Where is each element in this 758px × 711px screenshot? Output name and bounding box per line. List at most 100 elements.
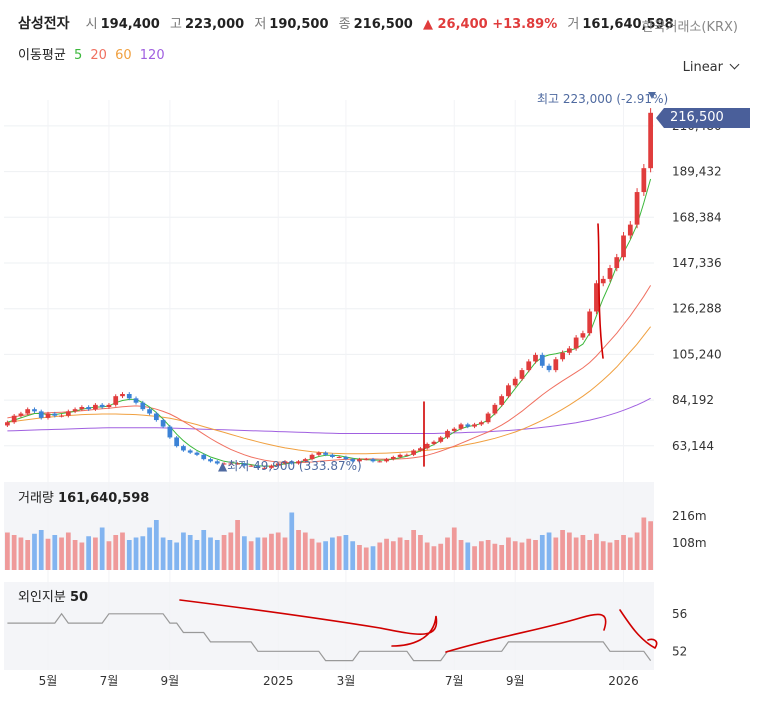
open-value: 194,400 xyxy=(100,17,160,32)
ma120-label[interactable]: 120 xyxy=(139,48,165,63)
volume-bar xyxy=(59,537,64,570)
volume-bar xyxy=(323,541,328,570)
volume-bar xyxy=(235,520,240,570)
volume-bar xyxy=(228,532,234,570)
volume-bar xyxy=(330,537,335,570)
volume-bar xyxy=(478,541,484,570)
ma5-label[interactable]: 5 xyxy=(73,48,83,63)
annotation-stroke xyxy=(179,599,438,647)
price-layer xyxy=(5,108,653,469)
candle-body xyxy=(59,415,64,417)
candle-body xyxy=(499,396,505,405)
candle-body xyxy=(65,411,71,416)
volume-bar xyxy=(32,533,37,570)
candle-body xyxy=(38,411,44,418)
candle-body xyxy=(11,415,17,423)
volume-bar xyxy=(377,542,383,570)
candle-body xyxy=(93,404,98,410)
volume-bar xyxy=(438,543,444,570)
volume-bar xyxy=(38,530,44,570)
scale-dropdown[interactable]: Linear xyxy=(683,59,740,75)
candle-body xyxy=(634,192,640,225)
candle-body xyxy=(621,235,626,258)
ma-legend[interactable]: 이동평균 5 20 60 120 xyxy=(18,44,169,63)
candle-body xyxy=(404,454,410,456)
foreign-title-label: 외인지분 xyxy=(18,590,66,605)
candle-body xyxy=(363,459,369,461)
volume-bar xyxy=(472,546,477,570)
candle-body xyxy=(424,443,430,449)
volume-bar xyxy=(465,542,471,570)
volume-bar xyxy=(580,535,586,570)
candle-body xyxy=(167,426,173,438)
candle-body xyxy=(390,456,396,460)
foreign-title-value: 50 xyxy=(69,590,89,605)
ma20-label[interactable]: 20 xyxy=(90,48,107,63)
candle-body xyxy=(485,413,491,423)
candle-body xyxy=(187,450,193,453)
volume-bar xyxy=(241,536,247,570)
volume-bar xyxy=(539,535,545,570)
candle-body xyxy=(343,456,349,460)
candle-body xyxy=(221,463,227,465)
candle-body xyxy=(492,404,498,414)
ma60-line xyxy=(7,326,651,455)
volume-bar xyxy=(357,545,362,570)
candle-body xyxy=(133,398,139,403)
candle-body xyxy=(648,112,653,169)
volume-bar xyxy=(343,535,349,570)
candle-body xyxy=(377,461,383,463)
x-tick-label: 2026 xyxy=(608,674,639,688)
candle-body xyxy=(519,370,525,379)
volume-bar xyxy=(120,532,125,570)
candle-body xyxy=(370,459,376,462)
candle-body xyxy=(126,394,132,399)
candle-body xyxy=(72,409,78,412)
candle-body xyxy=(52,413,58,416)
annotation-stroke xyxy=(597,223,604,359)
grid xyxy=(4,100,654,670)
ma20-line xyxy=(7,285,652,464)
volume-title: 거래량 161,640,598 xyxy=(18,487,149,506)
volume-bar xyxy=(52,535,58,570)
candle-body xyxy=(201,454,207,460)
ma-legend-label: 이동평균 xyxy=(18,48,66,63)
volume-bar xyxy=(133,537,139,570)
ma60-label[interactable]: 60 xyxy=(115,48,132,63)
volume-bar xyxy=(221,535,227,570)
volume-bar xyxy=(648,521,653,570)
volume-bar xyxy=(499,545,505,570)
price-y-tick-label: 189,432 xyxy=(672,165,722,179)
volume-bar xyxy=(458,540,464,570)
candle-body xyxy=(113,396,119,405)
volume-bar xyxy=(126,540,132,570)
candle-body xyxy=(336,456,342,458)
candle-body xyxy=(5,422,10,426)
volume-bar xyxy=(519,542,525,570)
foreign-y-tick-label: 56 xyxy=(672,607,687,621)
volume-bar xyxy=(25,540,31,570)
change-value: ▲ 26,400 +13.89% xyxy=(422,17,558,32)
x-tick-label: 7월 xyxy=(100,674,119,688)
candle-body xyxy=(323,452,328,455)
candle-body xyxy=(120,394,125,397)
volume-title-value: 161,640,598 xyxy=(58,491,150,506)
candle-body xyxy=(302,459,308,462)
candle-body xyxy=(438,437,444,442)
candle-body xyxy=(607,268,613,279)
volume-bar xyxy=(370,546,376,570)
volume-bar xyxy=(560,530,565,570)
volume-bar xyxy=(566,532,572,570)
price-y-tick-label: 168,384 xyxy=(672,210,722,224)
volume-bar xyxy=(160,537,166,570)
high-value: 223,000 xyxy=(184,17,245,32)
volume-value: 161,640,598 xyxy=(582,17,674,32)
candle-body xyxy=(45,413,51,418)
volume-bar xyxy=(140,536,146,570)
candle-body xyxy=(580,333,586,338)
volume-bar xyxy=(282,537,288,570)
volume-bar xyxy=(45,538,51,570)
volume-bar xyxy=(553,537,559,570)
candle-body xyxy=(573,337,579,349)
